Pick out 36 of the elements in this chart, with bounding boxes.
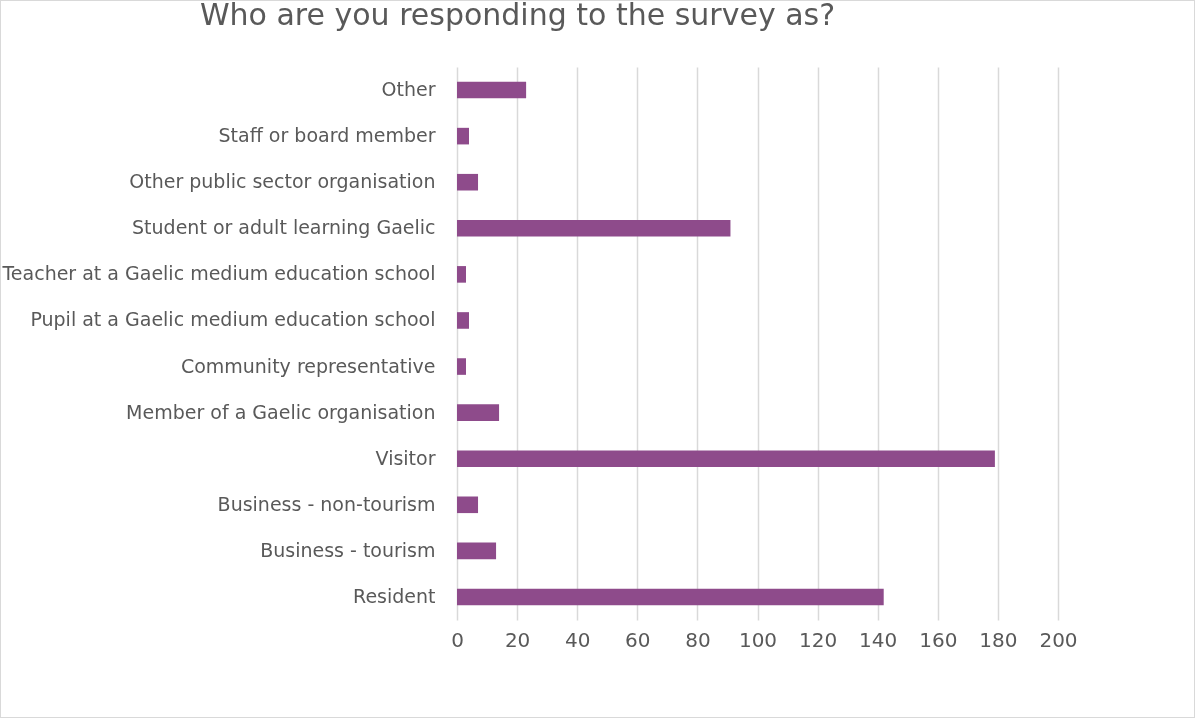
y-tick-label: Business - non-tourism <box>217 492 436 515</box>
y-tick-label: Business - tourism <box>260 538 436 561</box>
bar <box>457 312 470 329</box>
bar <box>457 542 497 560</box>
y-tick-label: Staff or board member <box>218 124 436 147</box>
x-tick-label: 60 <box>625 627 651 652</box>
y-tick-label: Other public sector organisation <box>129 170 436 193</box>
y-tick-label: Resident <box>353 584 436 607</box>
y-tick-label: Community representative <box>180 354 436 377</box>
x-tick-label: 100 <box>738 627 778 652</box>
x-tick-label: 80 <box>685 627 711 652</box>
bar <box>457 266 467 283</box>
bar <box>457 220 731 237</box>
bar <box>457 496 479 514</box>
bar <box>457 173 479 191</box>
y-tick-label: Visitor <box>375 446 436 469</box>
bar <box>457 358 467 375</box>
x-tick-label: 40 <box>564 627 591 652</box>
bar <box>457 450 995 467</box>
chart-title: Who are you responding to the survey as? <box>199 0 836 32</box>
bar <box>457 404 500 421</box>
bar <box>457 127 470 145</box>
y-tick-label: Member of a Gaelic organisation <box>126 400 436 423</box>
y-tick-label: Teacher at a Gaelic medium education school <box>1 262 436 285</box>
y-tick-label: Other <box>381 78 436 101</box>
x-tick-label: 20 <box>504 627 531 652</box>
y-tick-label: Student or adult learning Gaelic <box>132 216 436 239</box>
x-tick-label: 160 <box>919 627 958 652</box>
x-tick-label: 180 <box>979 627 1018 652</box>
bar <box>457 81 527 99</box>
x-tick-label: 200 <box>1039 627 1078 652</box>
x-tick-label: 140 <box>859 627 898 652</box>
x-tick-label: 0 <box>451 627 464 652</box>
x-tick-label: 120 <box>799 627 838 652</box>
y-tick-label: Pupil at a Gaelic medium education school <box>30 308 436 331</box>
bar <box>457 588 884 606</box>
